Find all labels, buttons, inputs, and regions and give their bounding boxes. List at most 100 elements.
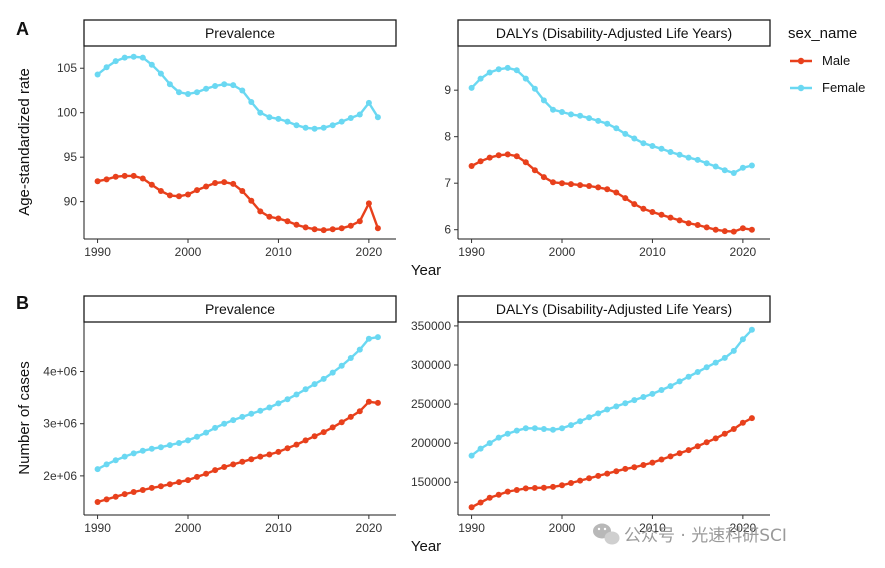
data-point-female: [176, 440, 182, 446]
data-point-female: [311, 381, 318, 388]
panel-title: Prevalence: [205, 25, 275, 41]
data-point-male: [239, 188, 246, 194]
data-point-female: [293, 391, 300, 398]
data-point-male: [230, 180, 237, 187]
data-point-female: [185, 437, 191, 444]
data-point-female: [730, 347, 737, 354]
data-point-male: [248, 456, 255, 463]
panel-strip: [83, 19, 397, 47]
data-point-male: [347, 413, 354, 420]
data-point-female: [586, 115, 593, 122]
watermark: 公众号 · 光速科研SCI: [593, 523, 787, 546]
data-point-male: [622, 195, 629, 202]
data-point-female: [504, 430, 511, 437]
data-point-male: [320, 227, 327, 234]
data-point-male: [513, 487, 520, 493]
data-point-female: [365, 335, 372, 342]
data-point-male: [522, 485, 529, 492]
data-point-female: [338, 362, 345, 369]
data-point-female: [604, 406, 611, 413]
x-tick-label: 2010: [265, 245, 292, 259]
data-point-male: [284, 218, 291, 225]
data-point-female: [748, 326, 755, 333]
data-point-male: [112, 493, 119, 500]
data-point-female: [320, 124, 327, 131]
panel-strip: [83, 295, 397, 323]
data-point-female: [257, 407, 264, 414]
data-point-male: [495, 152, 502, 159]
data-point-female: [631, 135, 638, 142]
series-line-female: [470, 328, 753, 457]
x-tick-label: 1990: [84, 521, 111, 535]
data-point-male: [121, 491, 128, 498]
data-point-male: [522, 159, 529, 166]
data-point-male: [513, 153, 520, 160]
x-tick-label: 2000: [175, 521, 202, 535]
data-point-male: [676, 217, 683, 224]
y-tick-label: 95: [64, 150, 78, 164]
data-point-male: [703, 439, 710, 446]
data-point-female: [266, 404, 273, 411]
data-point-male: [568, 480, 574, 486]
data-point-male: [595, 472, 602, 479]
data-point-male: [685, 447, 692, 454]
data-point-male: [694, 222, 701, 228]
data-point-male: [284, 445, 291, 452]
data-point-female: [495, 66, 502, 73]
data-point-female: [148, 445, 155, 452]
data-point-male: [166, 192, 173, 199]
x-tick-label: 2010: [639, 521, 666, 535]
data-point-male: [112, 173, 119, 180]
y-tick-label: 100: [57, 106, 77, 120]
data-point-male: [94, 499, 101, 505]
data-point-female: [194, 89, 200, 96]
x-tick-label: 2000: [549, 245, 576, 259]
data-point-male: [257, 453, 264, 460]
x-tick-label: 2020: [730, 521, 757, 535]
panel-title: DALYs (Disability-Adjusted Life Years): [496, 25, 732, 41]
data-point-male: [212, 467, 219, 474]
data-point-male: [622, 465, 629, 472]
data-point-female: [302, 386, 309, 393]
data-point-male: [748, 415, 755, 422]
data-point-female: [540, 426, 547, 432]
data-point-male: [130, 489, 137, 495]
legend: sex_name Male Female: [788, 25, 865, 95]
data-point-female: [658, 145, 665, 152]
data-point-male: [730, 426, 737, 432]
legend-item-female: Female: [790, 80, 865, 95]
data-point-male: [640, 462, 647, 468]
data-point-female: [622, 130, 629, 137]
data-point-male: [468, 163, 475, 169]
panel-strip: [457, 19, 771, 47]
data-point-female: [185, 91, 191, 97]
y-tick-label: 2e+06: [43, 469, 77, 483]
data-point-female: [221, 420, 228, 427]
data-point-male: [559, 180, 565, 187]
chart-panel-1: Prevalence 90 95 100 105 1990 2000 2010 2020 Age-…: [16, 19, 397, 259]
data-point-female: [284, 118, 291, 125]
data-point-female: [347, 355, 354, 361]
data-point-male: [302, 224, 309, 231]
data-point-female: [522, 425, 529, 432]
data-point-male: [540, 174, 547, 181]
x-tick-label: 1990: [458, 521, 485, 535]
data-point-male: [568, 181, 574, 188]
data-point-male: [203, 470, 210, 477]
data-point-male: [121, 172, 128, 179]
legend-key-female-point: [797, 84, 805, 92]
data-point-female: [676, 378, 683, 385]
data-point-female: [739, 336, 746, 343]
data-point-female: [121, 453, 128, 460]
data-point-male: [221, 179, 228, 186]
data-point-male: [685, 220, 692, 227]
x-tick-label: 1990: [84, 245, 111, 259]
data-point-female: [495, 434, 502, 441]
data-point-male: [329, 424, 336, 431]
data-point-female: [112, 457, 119, 464]
data-point-male: [712, 226, 719, 233]
data-point-male: [613, 189, 620, 196]
data-point-male: [550, 483, 556, 490]
data-point-female: [94, 466, 101, 473]
data-point-female: [703, 160, 710, 167]
